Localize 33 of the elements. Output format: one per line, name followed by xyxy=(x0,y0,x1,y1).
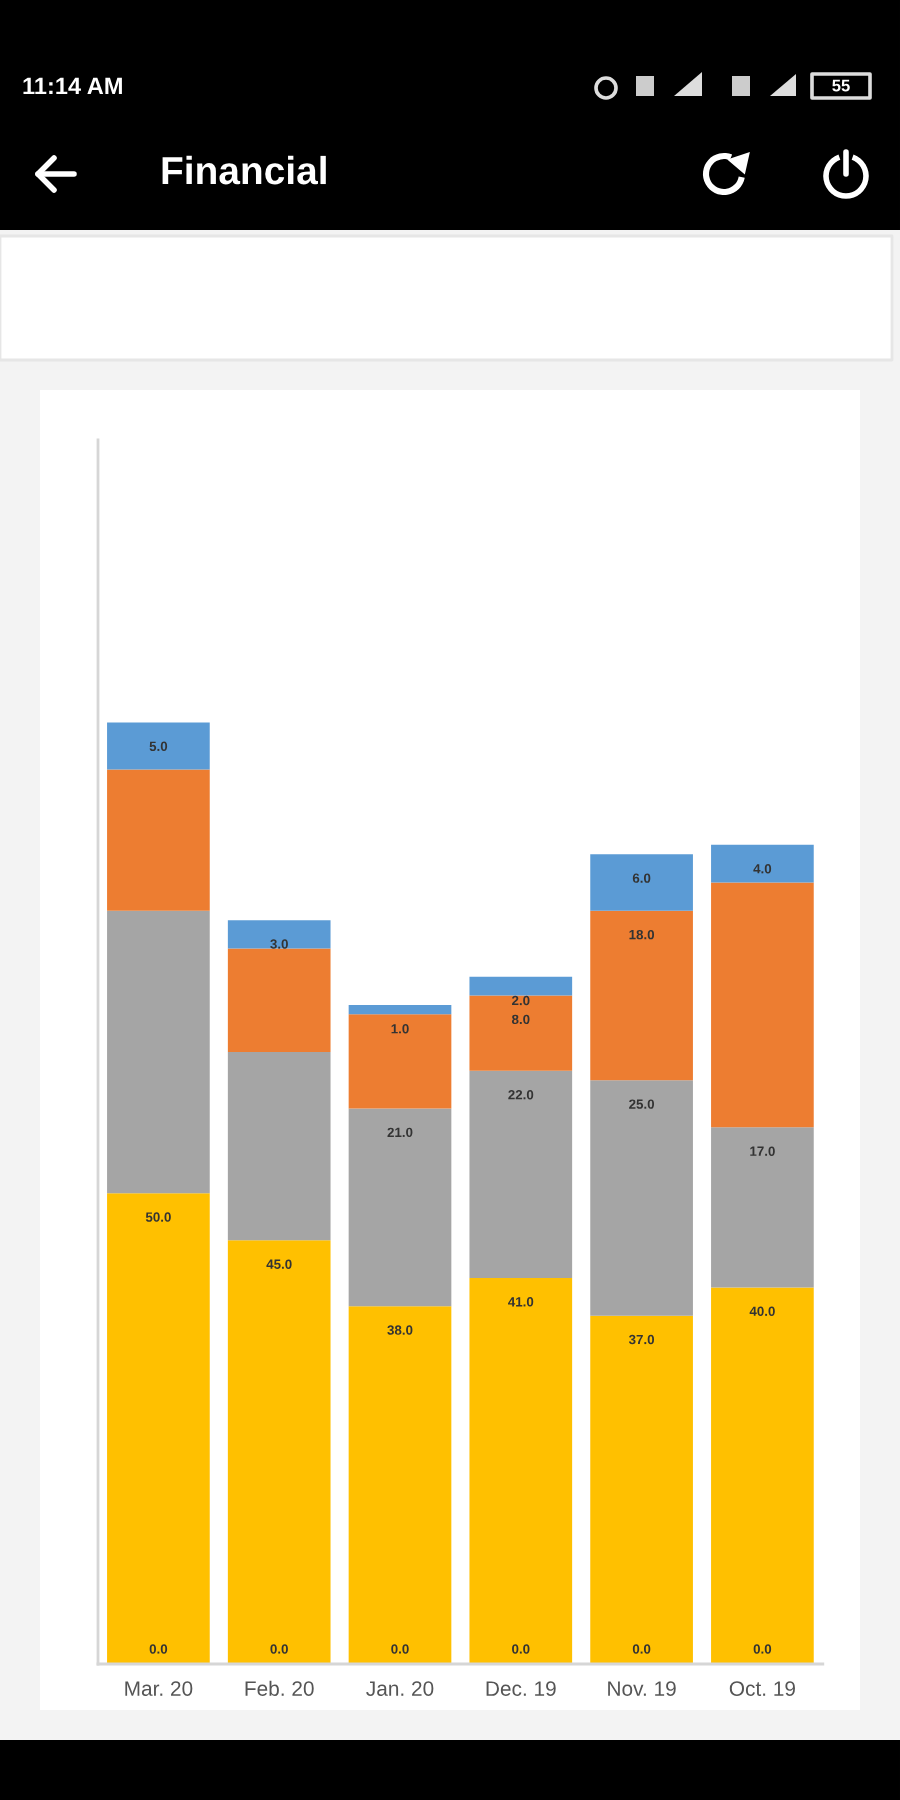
bar xyxy=(227,920,331,949)
x-tick-label: Mar. 20 xyxy=(125,1681,193,1696)
chart-title: Financial xyxy=(162,155,326,185)
bar xyxy=(469,976,573,996)
bar xyxy=(469,1277,573,1664)
x-tick-label: Oct. 19 xyxy=(729,1681,795,1696)
bar xyxy=(107,769,210,911)
bar xyxy=(227,1240,331,1664)
x-tick-label: Jan. 20 xyxy=(366,1681,434,1696)
bar xyxy=(348,1014,452,1109)
text: 55 xyxy=(832,79,850,92)
bar xyxy=(348,1306,452,1664)
bar xyxy=(227,948,331,1052)
bar xyxy=(348,1108,452,1307)
bar xyxy=(107,722,210,770)
bar xyxy=(107,910,210,1194)
text: 11:14 AM xyxy=(23,77,122,95)
x-tick-label: Dec. 19 xyxy=(486,1681,556,1696)
bar xyxy=(227,1052,331,1241)
bar xyxy=(107,1193,210,1664)
bar xyxy=(711,844,814,883)
bar xyxy=(590,1315,693,1664)
bar xyxy=(348,1004,452,1015)
bar xyxy=(711,1127,814,1288)
bar xyxy=(590,910,693,1081)
bar xyxy=(469,1070,573,1278)
bar xyxy=(711,882,814,1128)
x-tick-label: Nov. 19 xyxy=(608,1681,676,1696)
bar xyxy=(590,854,693,911)
x-tick-label: Feb. 20 xyxy=(245,1680,314,1696)
bar xyxy=(469,995,573,1071)
bar xyxy=(711,1287,814,1664)
bar xyxy=(590,1080,693,1316)
